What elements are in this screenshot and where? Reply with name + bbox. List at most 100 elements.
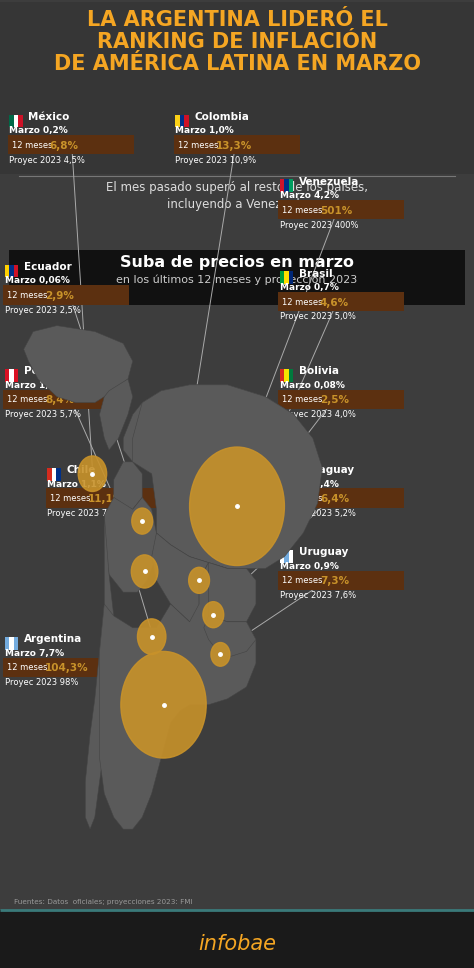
Circle shape <box>203 602 224 627</box>
Text: Bolivia: Bolivia <box>299 366 338 377</box>
FancyBboxPatch shape <box>9 114 14 127</box>
FancyBboxPatch shape <box>3 390 129 409</box>
FancyBboxPatch shape <box>284 550 289 562</box>
FancyBboxPatch shape <box>284 369 289 381</box>
Text: 12 meses: 12 meses <box>7 395 50 405</box>
Text: Proyec 2023 7,9%: Proyec 2023 7,9% <box>47 509 123 518</box>
Text: 12 meses: 12 meses <box>12 140 55 150</box>
FancyBboxPatch shape <box>278 571 404 590</box>
Text: infobae: infobae <box>198 933 276 953</box>
Text: Fuentes: Datos  oficiales; proyecciones 2023: FMI: Fuentes: Datos oficiales; proyecciones 2… <box>14 899 193 905</box>
Text: Proyec 2023 5,2%: Proyec 2023 5,2% <box>280 509 356 518</box>
Circle shape <box>137 619 166 654</box>
Text: México: México <box>28 111 70 122</box>
Text: LA ARGENTINA LIDERÓ EL
RANKING DE INFLACIÓN
DE AMÉRICA LATINA EN MARZO: LA ARGENTINA LIDERÓ EL RANKING DE INFLAC… <box>54 10 420 75</box>
FancyBboxPatch shape <box>289 369 293 381</box>
FancyBboxPatch shape <box>14 369 18 381</box>
Text: Venezuela: Venezuela <box>299 176 359 187</box>
Text: 8,4%: 8,4% <box>45 395 74 406</box>
FancyBboxPatch shape <box>280 468 284 480</box>
FancyBboxPatch shape <box>280 369 284 381</box>
Text: en los últimos 12 meses y proyección 2023: en los últimos 12 meses y proyección 202… <box>117 275 357 286</box>
FancyBboxPatch shape <box>18 114 23 127</box>
Text: 501%: 501% <box>320 205 352 216</box>
FancyBboxPatch shape <box>284 271 289 284</box>
Text: Marzo 7,7%: Marzo 7,7% <box>5 650 64 658</box>
Text: 12 meses: 12 meses <box>282 395 325 405</box>
Text: Paraguay: Paraguay <box>299 465 354 475</box>
FancyBboxPatch shape <box>14 637 18 650</box>
FancyBboxPatch shape <box>14 264 18 277</box>
Text: Uruguay: Uruguay <box>299 547 348 558</box>
Text: Marzo 0,2%: Marzo 0,2% <box>9 127 68 136</box>
Text: Proyec 2023 4,5%: Proyec 2023 4,5% <box>9 156 85 165</box>
FancyBboxPatch shape <box>289 468 293 480</box>
Text: Perú: Perú <box>24 366 51 377</box>
Circle shape <box>78 456 107 492</box>
Text: Marzo 0,9%: Marzo 0,9% <box>280 562 338 571</box>
Text: 12 meses: 12 meses <box>282 205 325 215</box>
FancyBboxPatch shape <box>52 468 56 480</box>
FancyBboxPatch shape <box>289 179 293 192</box>
Text: 12 meses: 12 meses <box>282 494 325 503</box>
Text: 6,4%: 6,4% <box>320 494 349 504</box>
FancyBboxPatch shape <box>278 390 404 409</box>
Text: Suba de precios en marzo: Suba de precios en marzo <box>120 255 354 269</box>
Text: 12 meses: 12 meses <box>50 494 93 503</box>
FancyBboxPatch shape <box>0 2 474 174</box>
Text: Marzo 1,0%: Marzo 1,0% <box>175 127 234 136</box>
FancyBboxPatch shape <box>9 250 465 305</box>
Circle shape <box>211 643 230 666</box>
Text: Marzo 1,1%: Marzo 1,1% <box>47 480 106 489</box>
FancyBboxPatch shape <box>5 264 9 277</box>
Text: Proyec 2023 98%: Proyec 2023 98% <box>5 679 78 687</box>
Text: Proyec 2023 5,7%: Proyec 2023 5,7% <box>5 410 81 419</box>
FancyBboxPatch shape <box>280 179 284 192</box>
Text: Proyec 2023 4,0%: Proyec 2023 4,0% <box>280 410 356 419</box>
FancyBboxPatch shape <box>8 136 134 155</box>
Circle shape <box>121 651 206 758</box>
FancyBboxPatch shape <box>9 369 14 381</box>
FancyBboxPatch shape <box>3 286 129 305</box>
FancyBboxPatch shape <box>5 369 9 381</box>
Text: Marzo 0,06%: Marzo 0,06% <box>5 277 70 286</box>
FancyBboxPatch shape <box>289 271 293 284</box>
Text: Marzo 0,08%: Marzo 0,08% <box>280 381 345 390</box>
Text: 4,6%: 4,6% <box>320 297 349 308</box>
Circle shape <box>131 555 158 588</box>
FancyBboxPatch shape <box>174 136 300 155</box>
Text: 12 meses: 12 meses <box>7 290 50 300</box>
Text: Proyec 2023 5,0%: Proyec 2023 5,0% <box>280 313 356 321</box>
Text: Proyec 2023 2,5%: Proyec 2023 2,5% <box>5 306 81 315</box>
FancyBboxPatch shape <box>278 292 404 312</box>
Text: Marzo 1,2%: Marzo 1,2% <box>5 381 64 390</box>
FancyBboxPatch shape <box>14 114 18 127</box>
FancyBboxPatch shape <box>284 179 289 192</box>
Text: 12 meses: 12 meses <box>282 297 325 307</box>
Circle shape <box>189 567 210 593</box>
Text: Proyec 2023 10,9%: Proyec 2023 10,9% <box>175 156 256 165</box>
FancyBboxPatch shape <box>280 271 284 284</box>
FancyBboxPatch shape <box>9 637 14 650</box>
FancyBboxPatch shape <box>180 114 184 127</box>
Text: 7,3%: 7,3% <box>320 576 349 587</box>
Circle shape <box>132 508 153 534</box>
FancyBboxPatch shape <box>280 550 284 562</box>
Text: Ecuador: Ecuador <box>24 261 72 272</box>
Text: 13,3%: 13,3% <box>216 140 252 151</box>
FancyBboxPatch shape <box>175 114 180 127</box>
Text: 11,1%: 11,1% <box>88 494 124 504</box>
Text: El mes pasado superó al resto de los países,
incluyendo a Venezuela: El mes pasado superó al resto de los paí… <box>106 181 368 211</box>
FancyBboxPatch shape <box>0 910 474 968</box>
Text: Marzo 0,4%: Marzo 0,4% <box>280 480 338 489</box>
Text: 12 meses: 12 meses <box>7 663 50 673</box>
FancyBboxPatch shape <box>56 468 61 480</box>
Text: 6,8%: 6,8% <box>50 140 79 151</box>
Text: Colombia: Colombia <box>194 111 249 122</box>
FancyBboxPatch shape <box>278 200 404 220</box>
Text: 2,9%: 2,9% <box>45 290 74 301</box>
FancyBboxPatch shape <box>9 264 14 277</box>
FancyBboxPatch shape <box>278 489 404 508</box>
Text: Chile: Chile <box>66 465 96 475</box>
Text: 12 meses: 12 meses <box>178 140 221 150</box>
